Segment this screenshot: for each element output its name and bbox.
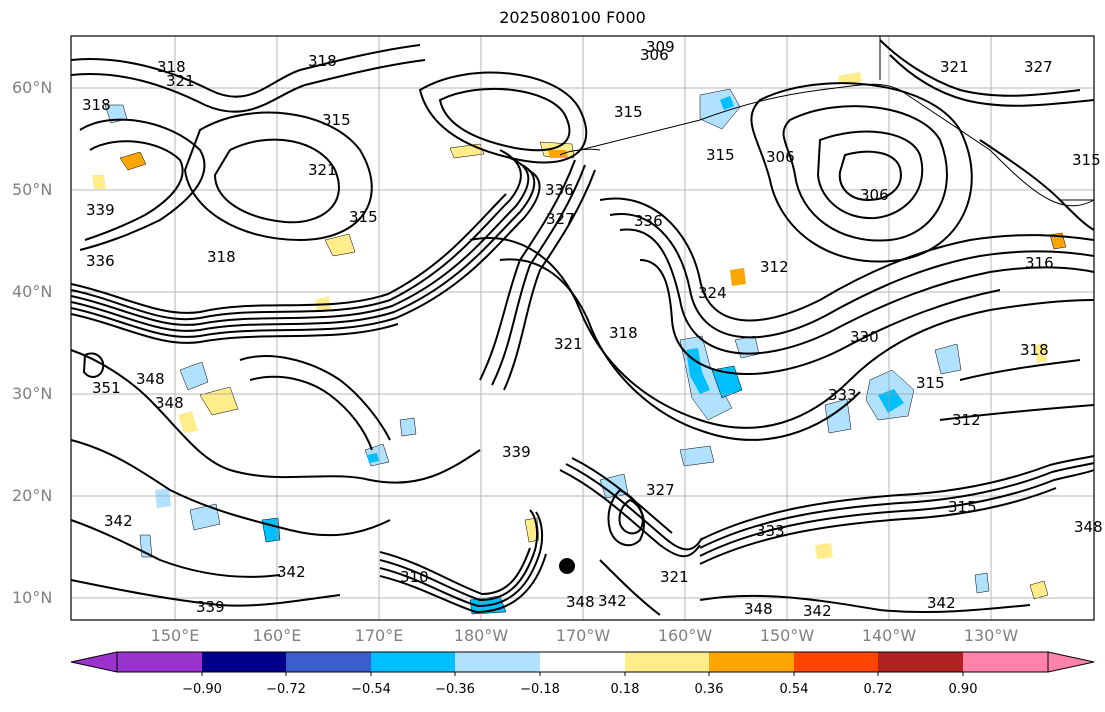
contour-label: 339 <box>502 443 531 461</box>
colorbar-tick-label: −0.72 <box>266 682 306 697</box>
colorbar-tick-label: −0.90 <box>182 682 222 697</box>
colorbar-tick-label: −0.36 <box>435 682 475 697</box>
contour-label: 336 <box>86 252 115 270</box>
contour-label: 315 <box>706 146 735 164</box>
map-title: 2025080100 F000 <box>499 8 646 27</box>
contour-label: 315 <box>1072 151 1101 169</box>
contour-label: 342 <box>927 594 956 612</box>
contour-label: 321 <box>166 72 195 90</box>
colorbar-tick-label: 0.54 <box>779 682 809 697</box>
colorbar-bin <box>286 652 371 672</box>
contour-label: 321 <box>660 568 689 586</box>
contour-label: 333 <box>756 522 785 540</box>
contour-label: 321 <box>940 58 969 76</box>
lon-label-170e: 170°E <box>354 626 404 645</box>
contour-label: 321 <box>554 335 583 353</box>
colorbar-bin <box>794 652 878 672</box>
colorbar-bin <box>709 652 794 672</box>
lat-label-50n: 50°N <box>12 180 53 199</box>
contour-label: 342 <box>803 602 832 620</box>
contour-label: 327 <box>546 210 575 228</box>
contour-label: 324 <box>698 284 727 302</box>
lat-label-20n: 20°N <box>12 486 53 505</box>
contour-label: 348 <box>136 370 165 388</box>
contour-label: 327 <box>1024 58 1053 76</box>
contour-label: 348 <box>155 394 184 412</box>
contour-label: 315 <box>322 111 351 129</box>
colorbar-tick-label: 0.36 <box>694 682 724 697</box>
contour-label: 351 <box>92 379 121 397</box>
colorbar-tick-label: 0.90 <box>948 682 978 697</box>
contour-label: 315 <box>614 103 643 121</box>
contour-label: 348 <box>566 593 595 611</box>
contour-label: 312 <box>760 258 789 276</box>
colorbar-tick-label: 0.72 <box>863 682 893 697</box>
contour-label: 339 <box>196 598 225 616</box>
contour-label: 348 <box>1074 518 1103 536</box>
lon-label-150e: 150°E <box>150 626 200 645</box>
contour-label: 306 <box>860 186 889 204</box>
lon-label-180w: 180°W <box>453 626 509 645</box>
colorbar-bin <box>625 652 709 672</box>
colorbar <box>70 651 1095 676</box>
colorbar-bin <box>878 652 963 672</box>
lon-label-130w: 130°W <box>963 626 1019 645</box>
contour-label: 315 <box>948 498 977 516</box>
lon-label-160e: 160°E <box>252 626 302 645</box>
lon-label-170w: 170°W <box>555 626 611 645</box>
colorbar-bin <box>371 652 455 672</box>
contour-label: 318 <box>308 52 337 70</box>
contour-label: 342 <box>598 592 627 610</box>
contour-label: 306 <box>766 148 795 166</box>
colorbar-bin <box>202 652 286 672</box>
contour-label-group: 318 321 318 315 306 309 315 315 306 306 … <box>82 38 1103 620</box>
marker-dot <box>559 558 575 574</box>
contour-label: 336 <box>634 212 663 230</box>
contour-label: 316 <box>1025 254 1054 272</box>
contour-label: 318 <box>1020 341 1049 359</box>
lat-label-10n: 10°N <box>12 588 53 607</box>
contour-label: 336 <box>545 181 574 199</box>
lon-label-140w: 140°W <box>861 626 917 645</box>
map-frame <box>70 35 1095 621</box>
contour-label: 342 <box>277 563 306 581</box>
grid-lines <box>71 36 1094 620</box>
contour-label: 309 <box>646 38 675 56</box>
coastlines <box>559 36 1095 207</box>
contour-label: 312 <box>952 411 981 429</box>
contour-label: 333 <box>828 386 857 404</box>
contour-label: 306 <box>640 46 669 64</box>
contour-label: 348 <box>744 600 773 618</box>
contour-label: 330 <box>850 328 879 346</box>
lat-label-30n: 30°N <box>12 384 53 403</box>
contour-label: 318 <box>207 248 236 266</box>
contour-label: 321 <box>308 161 337 179</box>
colorbar-tick-label: 0.18 <box>610 682 640 697</box>
contour-label: 318 <box>609 324 638 342</box>
contour-label: 315 <box>349 208 378 226</box>
lon-label-150w: 150°W <box>759 626 815 645</box>
lat-label-60n: 60°N <box>12 78 53 97</box>
contour-label: 342 <box>104 512 133 530</box>
contour-label: 327 <box>646 481 675 499</box>
colorbar-bin <box>963 652 1048 672</box>
colorbar-tick-label: −0.54 <box>351 682 391 697</box>
colorbar-extend-right <box>1047 651 1095 673</box>
contour-label: 315 <box>916 374 945 392</box>
contour-label: 318 <box>82 96 111 114</box>
contour-label: 318 <box>157 58 186 76</box>
contour-label: 310 <box>400 568 429 586</box>
contour-label: 339 <box>86 201 115 219</box>
colorbar-bin <box>540 652 625 672</box>
colorbar-bin <box>117 652 202 672</box>
colorbar-extend-left <box>70 651 118 673</box>
lon-label-160w: 160°W <box>657 626 713 645</box>
colorbar-bin <box>455 652 540 672</box>
contour-lines <box>70 39 1095 616</box>
colorbar-tick-label: −0.18 <box>520 682 560 697</box>
lat-label-40n: 40°N <box>12 282 53 301</box>
